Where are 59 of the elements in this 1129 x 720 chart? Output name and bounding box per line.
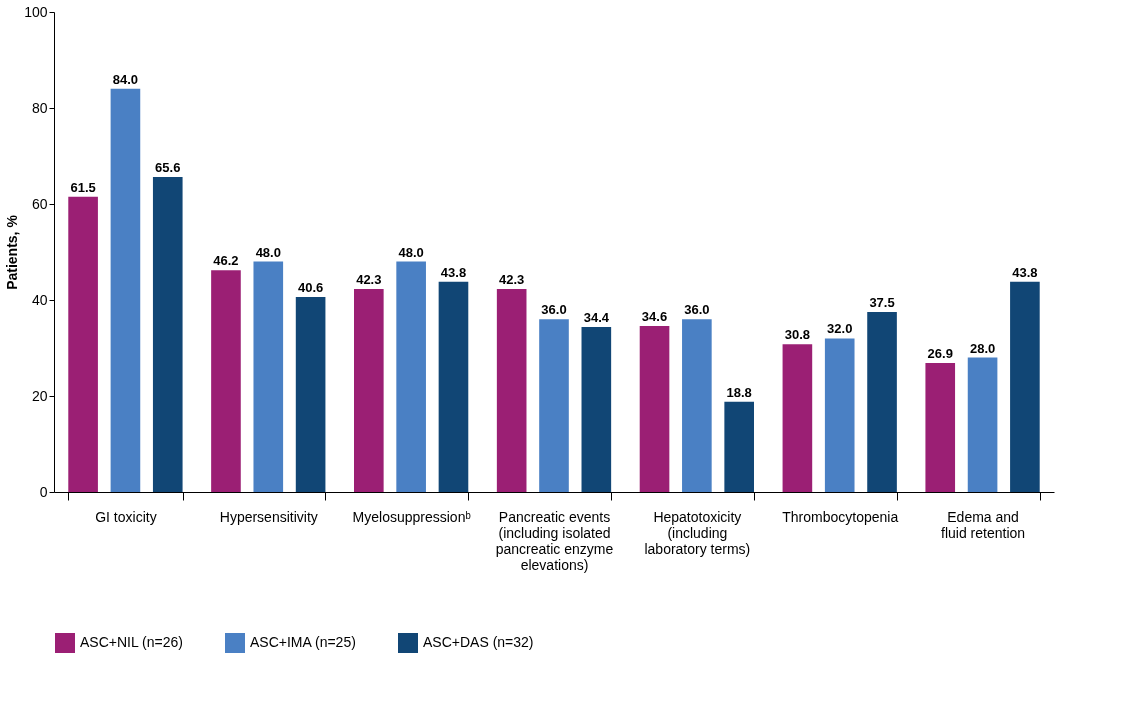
- data-label: 30.8: [784, 327, 811, 343]
- bar: [682, 319, 712, 492]
- bar: [295, 297, 326, 492]
- bar: [438, 281, 469, 492]
- y-tick-label: 20: [31, 387, 48, 404]
- x-tick-label: Hypersensitivity: [219, 508, 318, 525]
- bar: [925, 362, 956, 492]
- data-label: 37.5: [869, 295, 895, 310]
- bar: [1010, 281, 1040, 492]
- bar: [211, 270, 241, 492]
- data-label: 42.3: [356, 271, 382, 287]
- bar: [782, 344, 813, 492]
- bar: [539, 319, 569, 492]
- legend-label: ASC+NIL (n=26): [80, 634, 183, 650]
- data-label: 26.9: [927, 345, 953, 361]
- data-label: 61.5: [70, 179, 96, 195]
- bar: [110, 88, 141, 492]
- bar: [867, 312, 897, 492]
- bar: [967, 357, 998, 492]
- data-label: 48.0: [398, 244, 424, 260]
- legend-label: ASC+DAS (n=32): [423, 634, 534, 650]
- data-label: 36.0: [684, 302, 710, 318]
- data-label: 84.0: [112, 71, 139, 87]
- data-label: 32.0: [827, 321, 853, 337]
- x-tick-label: Edema and fluid retention: [941, 508, 1026, 541]
- x-tick-label: Thrombocytopenia: [782, 508, 899, 525]
- bar: [824, 338, 855, 492]
- data-label: 46.2: [213, 253, 239, 269]
- bar: [396, 261, 426, 492]
- data-label: 43.8: [1012, 264, 1038, 280]
- bar: [68, 196, 98, 492]
- data-label: 36.0: [541, 302, 567, 318]
- y-tick-label: 100: [24, 3, 48, 20]
- x-tick-label: Myelosuppressionᵇ: [352, 508, 471, 525]
- bar: [496, 288, 527, 492]
- y-axis-title: Patients, %: [4, 214, 21, 290]
- data-label: 65.6: [155, 160, 181, 176]
- y-tick-label: 40: [31, 291, 48, 308]
- data-label: 34.6: [641, 308, 668, 324]
- data-label: 28.0: [969, 340, 996, 356]
- data-label: 34.4: [583, 309, 610, 325]
- data-label: 48.0: [255, 244, 281, 260]
- data-label: 40.6: [297, 280, 324, 296]
- y-tick-label: 80: [31, 99, 48, 116]
- data-label: 43.8: [440, 264, 467, 280]
- bar: [639, 325, 670, 492]
- data-label: 42.3: [499, 271, 525, 287]
- x-tick-label: Pancreatic events (including isolated pancreatic enzyme elevations): [495, 508, 614, 573]
- x-tick-label: Hepatotoxicity (including laboratory terms): [644, 508, 751, 557]
- bar: [724, 401, 754, 492]
- bar: [152, 177, 183, 492]
- y-tick-label: 0: [39, 483, 48, 500]
- data-label: 18.8: [726, 384, 752, 400]
- bar: [581, 326, 612, 492]
- bar: [253, 261, 284, 492]
- x-tick-label: GI toxicity: [95, 508, 157, 525]
- y-tick-label: 60: [31, 195, 48, 212]
- bar: [354, 288, 384, 492]
- legend-label: ASC+IMA (n=25): [250, 634, 356, 650]
